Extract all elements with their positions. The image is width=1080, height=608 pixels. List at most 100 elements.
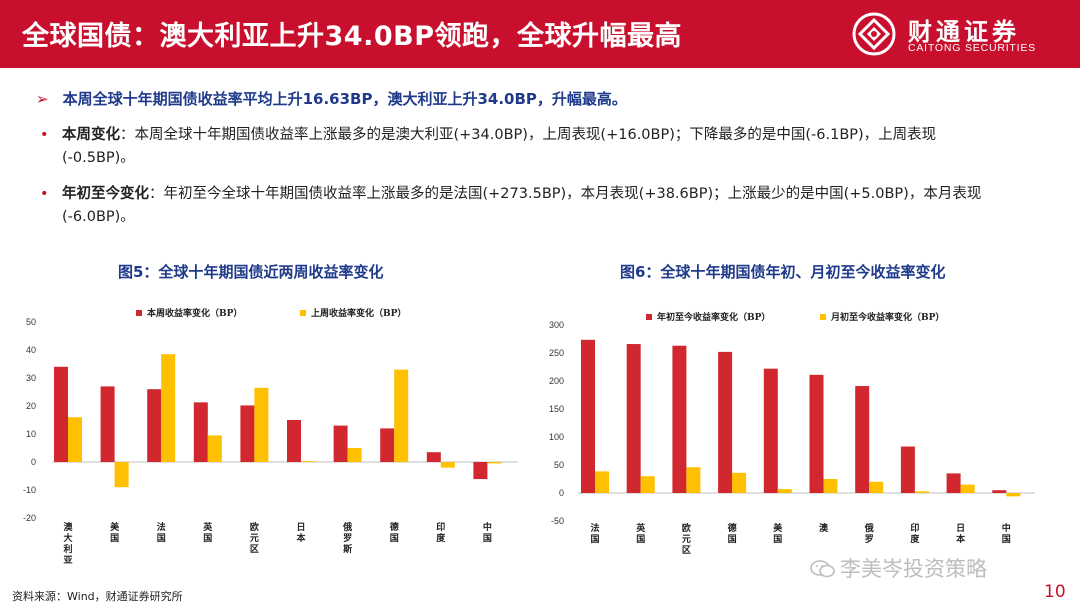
y-tick-label: 10 bbox=[26, 429, 36, 439]
figure-5-title: 图5：全球十年期国债近两周收益率变化 bbox=[118, 263, 384, 281]
y-tick-label: 50 bbox=[26, 317, 36, 327]
bar-primary bbox=[718, 351, 733, 493]
legend-swatch bbox=[300, 310, 306, 316]
title-bar: 全球国债：澳大利亚上升34.0BP领跑，全球升幅最高 财通证券 CAITONG … bbox=[0, 0, 1080, 68]
y-tick-label: 200 bbox=[549, 376, 564, 386]
bar-primary bbox=[193, 402, 208, 462]
company-logo: 财通证券 CAITONG SECURITIES bbox=[852, 8, 1068, 60]
legend-label: 上周收益率变化（BP） bbox=[311, 307, 406, 319]
watermark-text: 李美岑投资策略 bbox=[840, 557, 987, 581]
bar-secondary bbox=[487, 462, 502, 464]
category-label: 俄罗斯 bbox=[342, 521, 352, 555]
y-tick-label: 30 bbox=[26, 373, 36, 383]
y-tick-label: -20 bbox=[23, 513, 36, 523]
legend-label: 月初至今收益率变化（BP） bbox=[830, 311, 944, 323]
category-label: 欧元区 bbox=[682, 522, 691, 556]
wechat-icon bbox=[810, 560, 835, 578]
category-label: 澳 bbox=[819, 522, 829, 534]
logo-text-cn: 财通证券 bbox=[908, 18, 1020, 46]
bar-primary bbox=[333, 425, 348, 462]
y-tick-label: 150 bbox=[549, 404, 564, 414]
logo-text-en: CAITONG SECURITIES bbox=[908, 42, 1036, 54]
category-label: 美国 bbox=[110, 521, 120, 544]
y-tick-label: 300 bbox=[549, 320, 564, 330]
bullet-text: ：年初至今全球十年期国债收益率上涨最多的是法国(+273.5BP)，本月表现(+… bbox=[62, 186, 982, 225]
category-label: 美国 bbox=[773, 522, 783, 545]
arrow-bullet-icon: ➢ bbox=[36, 90, 49, 108]
bullet-label: 本周变化 bbox=[62, 127, 120, 143]
bar-primary bbox=[672, 345, 687, 493]
legend-label: 年初至今收益率变化（BP） bbox=[657, 311, 770, 323]
bar-secondary bbox=[869, 481, 884, 493]
y-tick-label: -50 bbox=[551, 516, 564, 526]
bar-secondary bbox=[595, 471, 609, 493]
y-tick-label: 100 bbox=[549, 432, 564, 442]
bar-secondary bbox=[732, 472, 747, 493]
bar-primary bbox=[946, 473, 961, 493]
y-tick-label: 0 bbox=[31, 457, 36, 467]
watermark: 李美岑投资策略 bbox=[810, 553, 987, 583]
bar-secondary bbox=[440, 462, 455, 468]
bar-primary bbox=[992, 490, 1007, 493]
bar-secondary bbox=[207, 435, 222, 462]
bar-secondary bbox=[686, 467, 701, 493]
bar-secondary bbox=[640, 476, 655, 493]
bar-secondary bbox=[394, 369, 409, 462]
bar-primary bbox=[581, 339, 595, 493]
bar-secondary bbox=[777, 489, 792, 493]
logo-mark-icon bbox=[852, 12, 896, 56]
bar-secondary bbox=[823, 479, 838, 493]
category-label: 法国 bbox=[157, 521, 166, 544]
bar-secondary bbox=[914, 491, 929, 493]
bar-secondary bbox=[254, 387, 269, 462]
category-label: 澳大利亚 bbox=[62, 521, 73, 566]
category-label: 中国 bbox=[483, 521, 492, 544]
category-label: 印度 bbox=[436, 521, 446, 544]
y-tick-label: -10 bbox=[23, 485, 36, 495]
chart-weekly-yield-change: 本周收益率变化（BP） 上周收益率变化（BP） 50 40 30 20 10 0 -10 -20 澳… bbox=[23, 307, 518, 566]
category-label: 欧元区 bbox=[250, 521, 259, 555]
y-tick-label: 40 bbox=[26, 345, 36, 355]
legend-swatch bbox=[646, 314, 652, 320]
category-label: 印度 bbox=[910, 522, 920, 545]
category-label: 日本 bbox=[296, 522, 306, 544]
bar-primary bbox=[147, 389, 162, 462]
category-label: 中国 bbox=[1002, 522, 1011, 545]
bar-secondary bbox=[347, 448, 362, 462]
bar-secondary bbox=[960, 484, 975, 493]
bar-primary bbox=[240, 405, 255, 462]
bullet-dot-icon: • bbox=[40, 186, 49, 202]
bar-primary bbox=[900, 446, 915, 493]
category-label: 英国 bbox=[202, 521, 213, 544]
page-title: 全球国债：澳大利亚上升34.0BP领跑，全球升幅最高 bbox=[22, 21, 682, 52]
bullet-text: ：本周全球十年期国债收益率上涨最多的是澳大利亚(+34.0BP)，上周表现(+1… bbox=[62, 127, 937, 166]
y-tick-label: 250 bbox=[549, 348, 564, 358]
legend-label: 本周收益率变化（BP） bbox=[147, 307, 242, 319]
category-label: 法国 bbox=[590, 522, 599, 545]
bar-primary bbox=[100, 386, 115, 462]
figure-6-title: 图6：全球十年期国债年初、月初至今收益率变化 bbox=[620, 263, 946, 281]
bar-primary bbox=[763, 368, 778, 493]
bar-primary bbox=[473, 462, 488, 480]
bar-secondary bbox=[114, 462, 129, 488]
category-label: 德国 bbox=[728, 522, 737, 545]
category-label: 俄罗 bbox=[864, 522, 874, 545]
summary-line: ➢ 本周全球十年期国债收益率平均上升16.63BP，澳大利亚上升34.0BP，升幅… bbox=[36, 88, 627, 109]
bar-secondary bbox=[1006, 493, 1021, 497]
y-tick-label: 0 bbox=[559, 488, 564, 498]
legend-swatch bbox=[820, 314, 826, 320]
category-label: 英国 bbox=[635, 522, 646, 545]
bar-primary bbox=[626, 344, 641, 493]
bullet-weekly-change: • 本周变化：本周全球十年期国债收益率上涨最多的是澳大利亚(+34.0BP)，上… bbox=[40, 124, 1000, 170]
bullet-dot-icon: • bbox=[40, 127, 49, 143]
bar-primary bbox=[809, 374, 824, 493]
y-tick-label: 20 bbox=[26, 401, 36, 411]
source-note: 资料来源：Wind，财通证券研究所 bbox=[12, 590, 183, 603]
chart-ytd-mtd-yield-change: 年初至今收益率变化（BP） 月初至今收益率变化（BP） 300 250 200 150 10… bbox=[549, 311, 1035, 556]
bar-primary bbox=[426, 452, 441, 462]
bullet-label: 年初至今变化 bbox=[62, 186, 149, 202]
legend-swatch bbox=[136, 310, 142, 316]
page-number: 10 bbox=[1044, 582, 1066, 602]
bar-primary bbox=[855, 386, 870, 493]
bullet-ytd-change: • 年初至今变化：年初至今全球十年期国债收益率上涨最多的是法国(+273.5BP… bbox=[40, 183, 1000, 229]
